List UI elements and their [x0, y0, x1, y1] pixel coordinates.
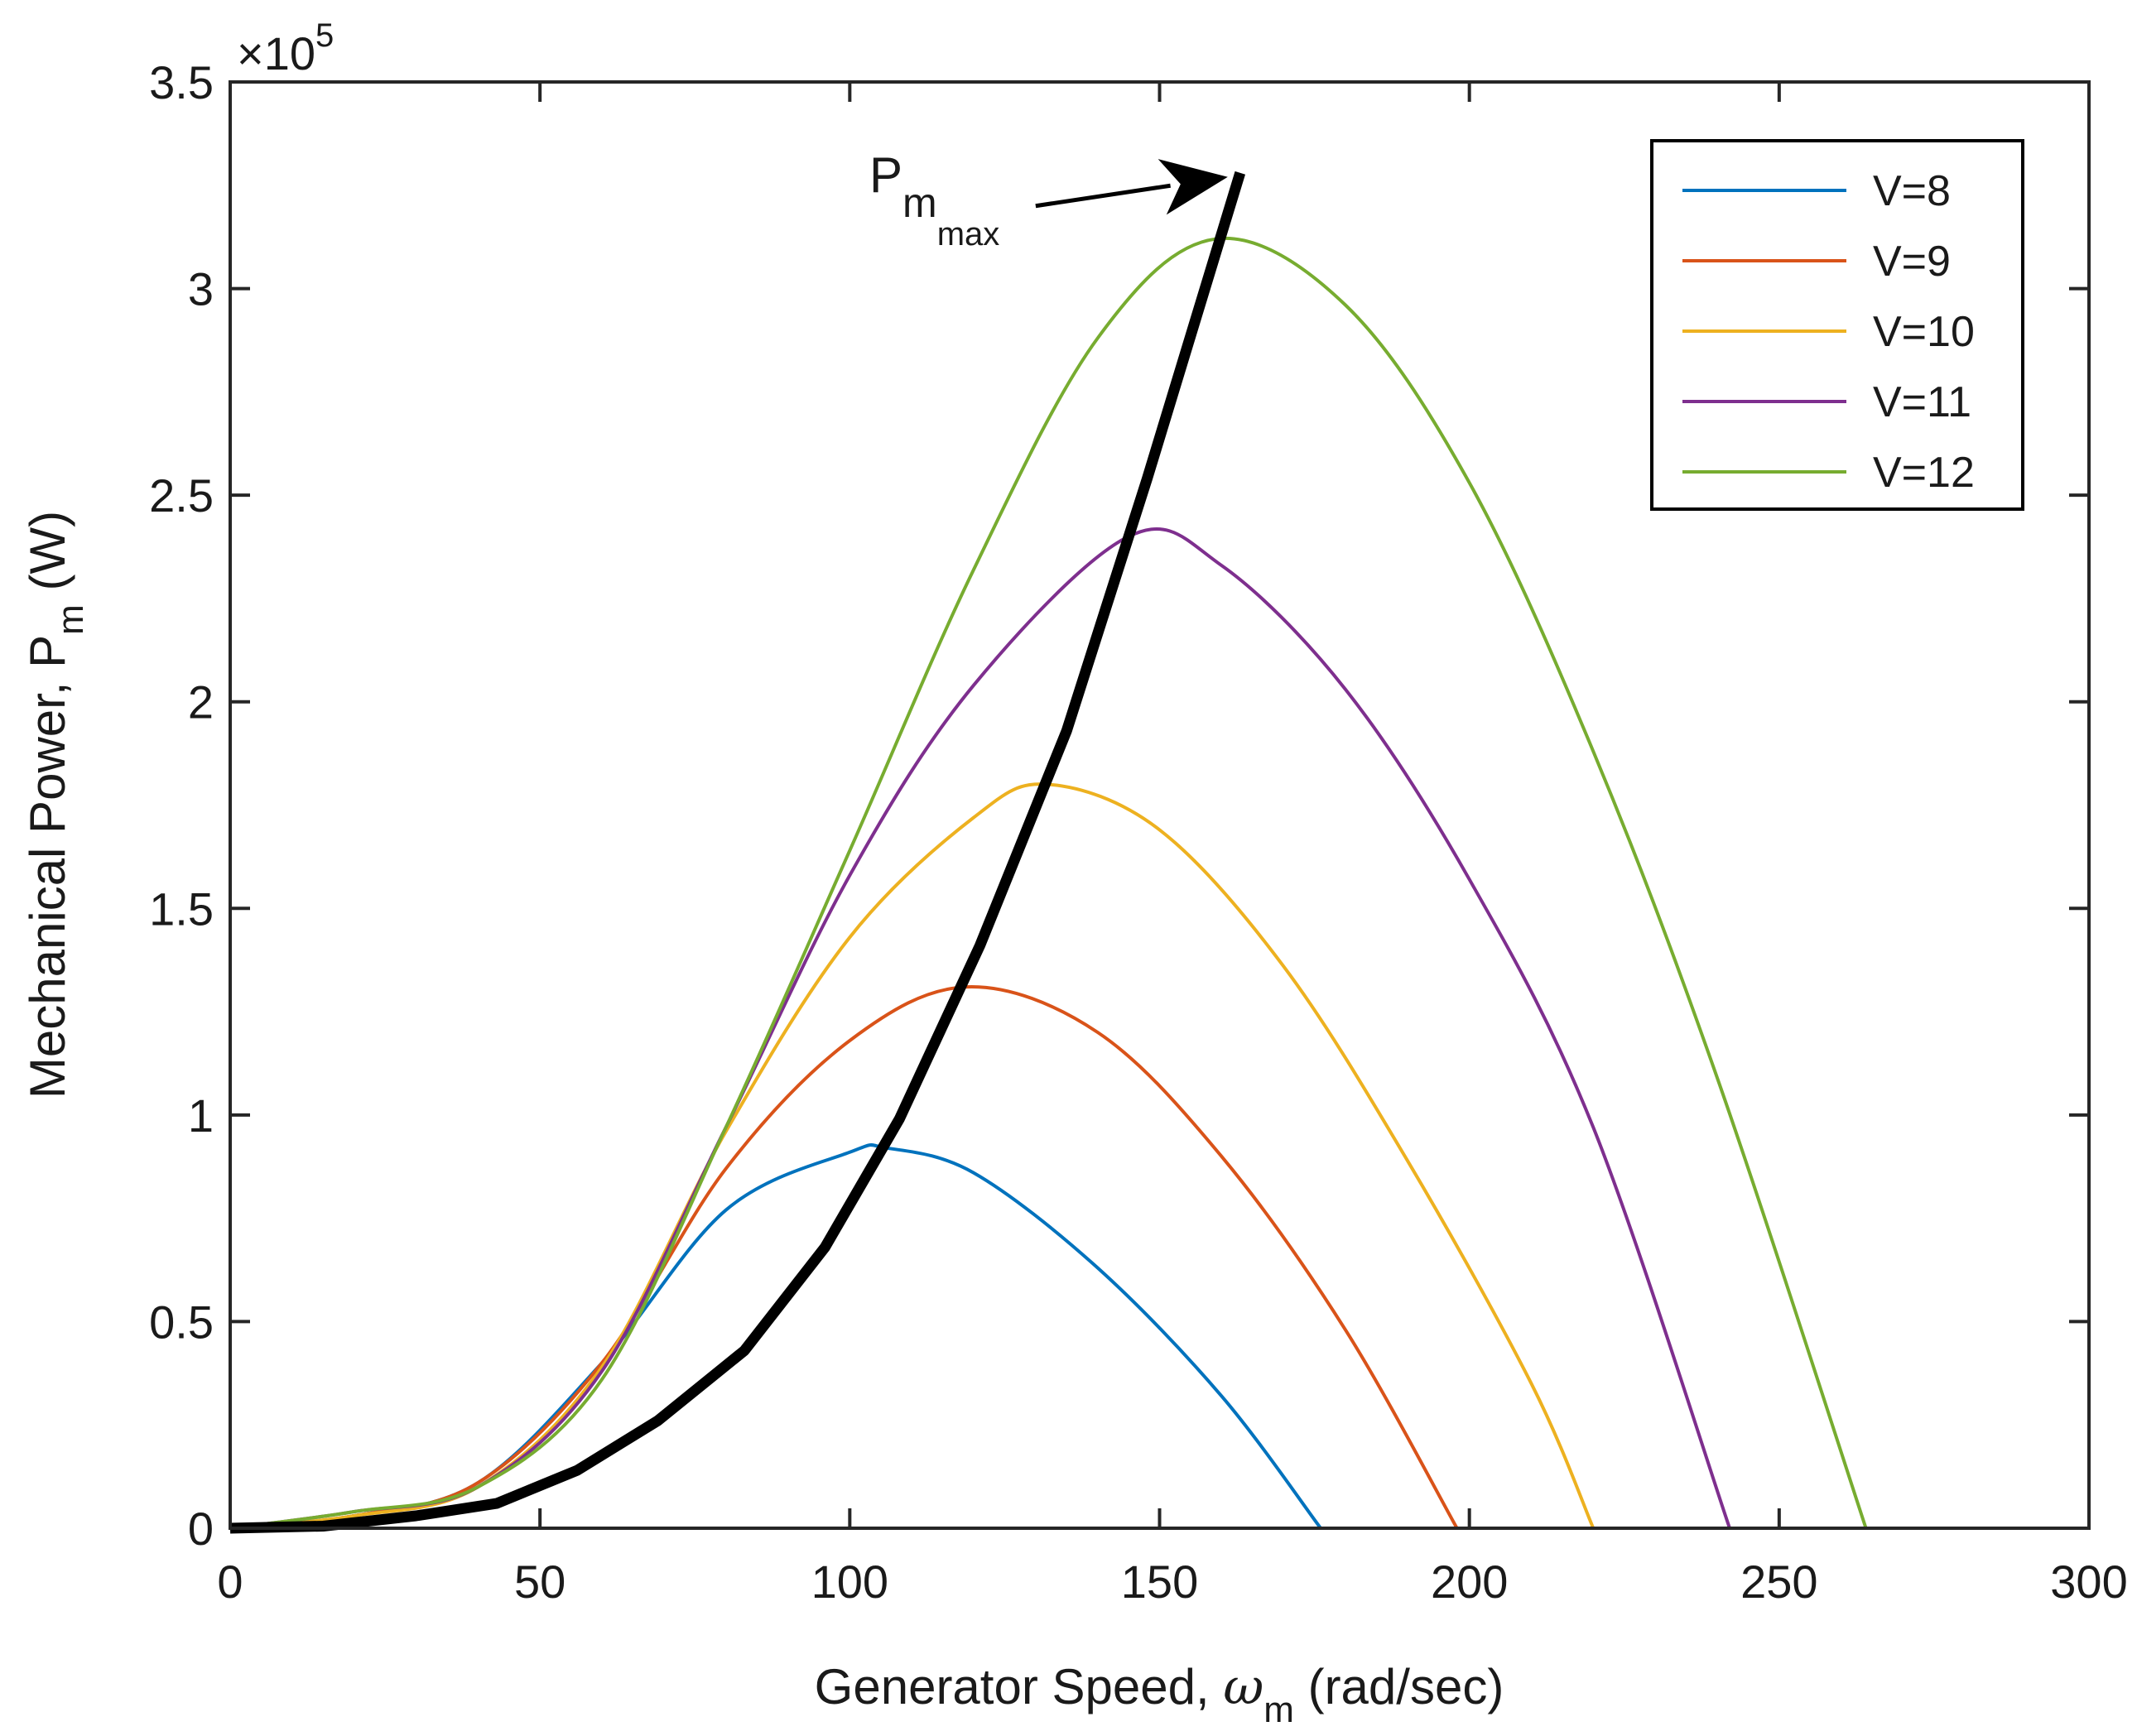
x-tick-label: 150: [1121, 1556, 1198, 1608]
legend-label-5: V=12: [1873, 449, 1975, 497]
legend-label-4: V=11: [1873, 378, 1971, 426]
x-tick-label: 100: [811, 1556, 888, 1608]
annotation-arrow-line: [1035, 183, 1171, 209]
y-tick-label: 1.5: [149, 882, 214, 935]
y-tick-label: 2: [188, 676, 214, 729]
x-tick-label: 300: [2050, 1556, 2127, 1608]
legend-box: [1650, 139, 2024, 511]
y-tick-label: 3.5: [149, 56, 214, 108]
annotation-arrow-head: [1158, 159, 1228, 215]
pmax-annotation: Pmmax: [869, 147, 1228, 252]
y-axis-label: Mechanical Power, Pm (W): [20, 511, 91, 1099]
x-axis-label: Generator Speed, ωm (rad/sec): [815, 1658, 1504, 1730]
legend-label-3: V=10: [1873, 308, 1975, 356]
x-tick-label: 0: [217, 1556, 243, 1608]
y-exponent-power: 5: [315, 17, 334, 54]
series-line-5: [229, 236, 1868, 1530]
x-tick-labels: 0 50 100 150 200 250 300: [217, 1556, 2127, 1608]
y-tick-label: 2.5: [149, 469, 214, 522]
ticks: [229, 80, 2091, 1530]
series-line-4: [229, 527, 1731, 1530]
y-exponent: ×105: [237, 17, 334, 79]
legend: V=8 V=9 V=10 V=11 V=12: [1650, 139, 2024, 511]
annotation-label: Pmmax: [869, 147, 999, 252]
legend-label-1: V=8: [1873, 167, 1951, 215]
y-tick-label: 3: [188, 263, 214, 315]
y-tick-labels: 0 0.5 1 1.5 2 2.5 3 3.5: [149, 56, 214, 1555]
legend-label-2: V=9: [1873, 238, 1951, 286]
y-tick-label: 1: [188, 1089, 214, 1142]
y-tick-label: 0.5: [149, 1296, 214, 1348]
plot-area: [229, 171, 1868, 1534]
y-tick-label: 0: [188, 1503, 214, 1555]
x-tick-label: 250: [1740, 1556, 1817, 1608]
series-line-2: [229, 985, 1459, 1530]
pmax-curve: [229, 171, 1246, 1534]
x-tick-label: 50: [514, 1556, 566, 1608]
x-tick-label: 200: [1431, 1556, 1508, 1608]
